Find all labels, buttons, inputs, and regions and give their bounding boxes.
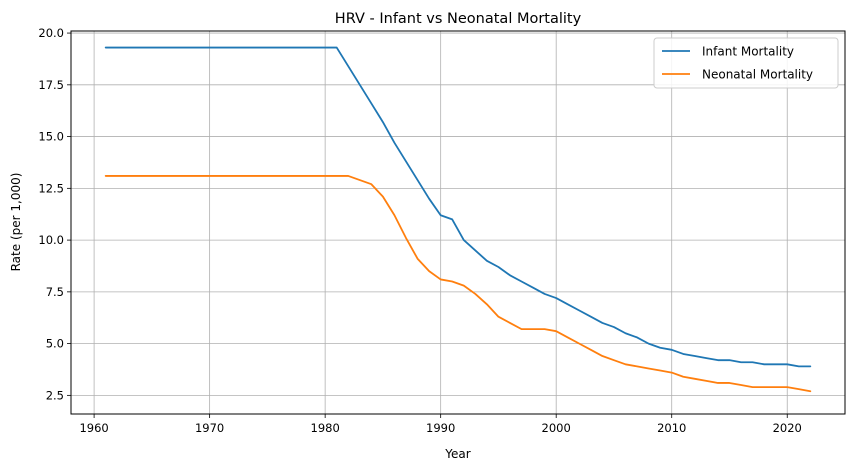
legend: Infant Mortality Neonatal Mortality [653, 37, 839, 89]
y-axis: 2.5 5.0 7.5 10.0 12.5 15.0 17.5 20.0 [38, 26, 71, 402]
y-tick-label: 20.0 [38, 26, 64, 40]
chart-title: HRV - Infant vs Neonatal Mortality [335, 11, 582, 27]
y-axis-label: Rate (per 1,000) [9, 173, 23, 272]
x-tick-label: 2000 [542, 421, 571, 435]
x-tick-label: 1960 [79, 421, 108, 435]
legend-box [653, 37, 839, 89]
y-tick-label: 12.5 [38, 181, 64, 195]
grid [71, 31, 845, 414]
series-line-infant [104, 46, 812, 368]
x-tick-label: 2020 [773, 421, 802, 435]
y-tick-label: 2.5 [46, 388, 64, 402]
x-tick-label: 2010 [657, 421, 686, 435]
series-line-neonatal [104, 175, 812, 393]
y-tick-label: 10.0 [38, 233, 64, 247]
x-tick-label: 1980 [311, 421, 340, 435]
x-tick-label: 1970 [195, 421, 224, 435]
plot-area [71, 31, 845, 414]
series-lines [104, 46, 812, 393]
x-axis: 1960 1970 1980 1990 2000 2010 2020 [79, 414, 802, 435]
x-tick-label: 1990 [426, 421, 455, 435]
plot-frame [70, 30, 846, 415]
y-tick-label: 17.5 [38, 78, 64, 92]
y-tick-label: 5.0 [46, 337, 64, 351]
y-tick-label: 15.0 [38, 130, 64, 144]
x-axis-label: Year [444, 447, 470, 461]
y-tick-label: 7.5 [46, 285, 64, 299]
legend-label-infant: Infant Mortality [702, 45, 794, 59]
legend-label-neonatal: Neonatal Mortality [702, 68, 813, 82]
